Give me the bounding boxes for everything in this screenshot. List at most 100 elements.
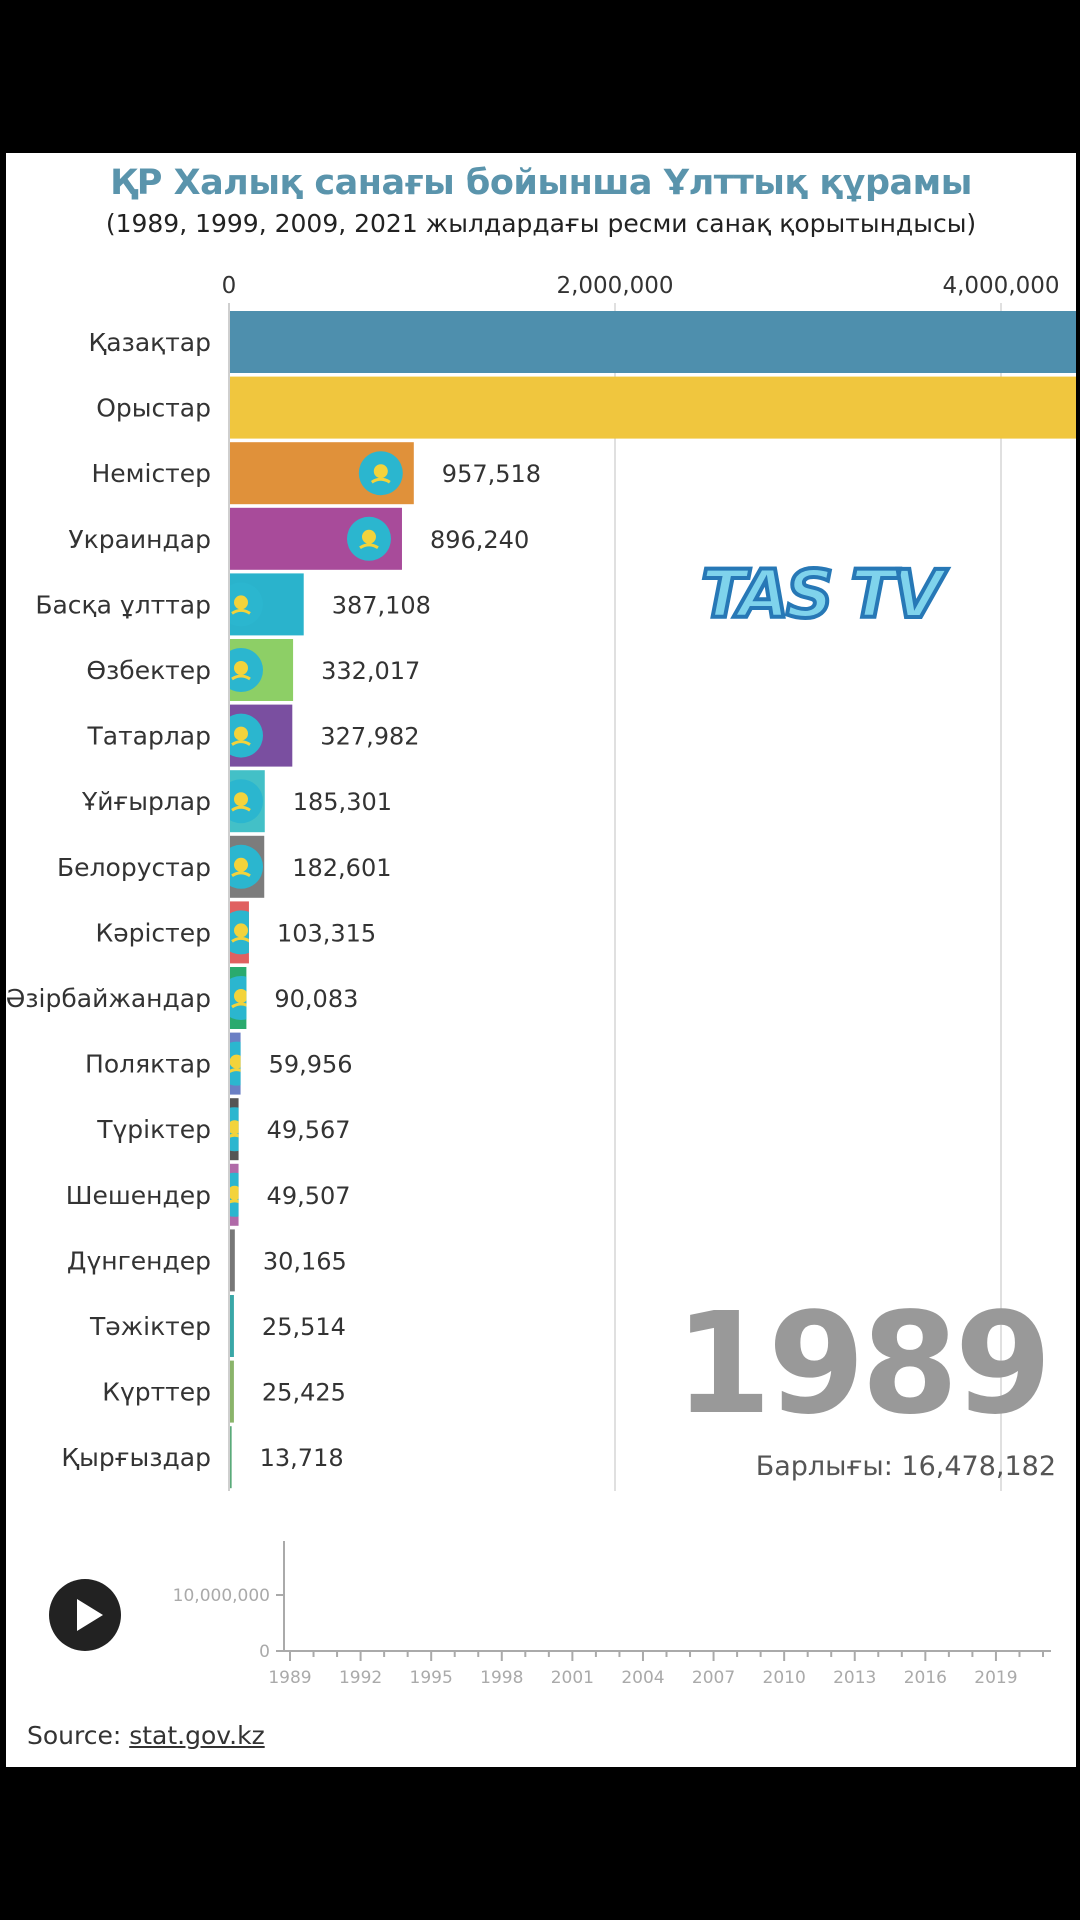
category-label: Поляктар (85, 1050, 211, 1079)
flag-sun (229, 1185, 239, 1200)
timeline-x-label: 1995 (410, 1668, 453, 1688)
value-label: 59,956 (269, 1051, 353, 1079)
flag-sun (234, 661, 248, 675)
flag-eagle (359, 543, 379, 550)
flag-eagle (231, 674, 251, 681)
timeline-x-label: 2004 (621, 1668, 664, 1688)
timeline-x-label: 1998 (480, 1668, 523, 1688)
value-label: 13,718 (260, 1444, 344, 1472)
flag-sun (361, 529, 376, 544)
timeline-x-label: 1989 (268, 1668, 311, 1688)
flag-sun (229, 1054, 241, 1069)
flag-eagle (231, 805, 251, 812)
category-label: Күрттер (102, 1378, 211, 1407)
value-label: 327,982 (320, 723, 419, 751)
category-label: Түріктер (96, 1115, 211, 1144)
flag-icon (229, 779, 263, 824)
flag-eagle (370, 477, 391, 484)
value-label: 185,301 (293, 788, 392, 816)
flag-icon (229, 844, 263, 889)
source-label: Source: (27, 1721, 130, 1750)
flag-icon (229, 976, 247, 1020)
category-label: Украиндар (68, 525, 211, 554)
flag-eagle (231, 740, 251, 746)
value-label: 30,165 (263, 1247, 347, 1275)
source-link[interactable]: stat.gov.kz (129, 1721, 265, 1750)
flag-icon (229, 713, 263, 758)
value-label: 90,083 (274, 985, 358, 1013)
flag-icon (358, 451, 403, 496)
value-label: 103,315 (277, 919, 376, 947)
play-button[interactable] (49, 1579, 121, 1651)
value-label: 182,601 (292, 854, 391, 882)
category-label: Тәжіктер (89, 1312, 211, 1341)
x-tick-label: 2,000,000 (556, 273, 673, 299)
flag-icon (346, 516, 391, 561)
value-label: 957,518 (442, 460, 541, 488)
chart-title: ҚР Халық санағы бойынша Ұлттық құрамы (110, 163, 972, 203)
flag-sun (234, 726, 248, 741)
category-label: Әзірбайжандар (6, 984, 211, 1013)
timeline-x-label: 2013 (833, 1668, 876, 1688)
value-label: 25,425 (262, 1379, 346, 1407)
value-label: 387,108 (332, 591, 431, 619)
timeline-y-label: 0 (259, 1642, 270, 1662)
category-label: Немістер (91, 459, 211, 488)
timeline-x-label: 2007 (692, 1668, 735, 1688)
flag-eagle (231, 871, 251, 878)
flag-icon (229, 648, 263, 692)
timeline-x-label: 2010 (763, 1668, 806, 1688)
flag-sun (373, 464, 388, 479)
x-tick-label: 4,000,000 (942, 273, 1059, 299)
timeline-x-label: 2001 (551, 1668, 594, 1688)
flag-sun (234, 857, 248, 872)
value-label: 49,567 (267, 1116, 351, 1144)
timeline-y-label: 10,000,000 (173, 1586, 270, 1606)
total-population: Барлығы: 16,478,182 (755, 1451, 1056, 1482)
bar (229, 1229, 235, 1292)
category-label: Ұйғырлар (81, 787, 211, 816)
flag-eagle (231, 608, 251, 615)
bar (229, 311, 1076, 373)
flag-eagle (231, 1002, 247, 1009)
bar (229, 376, 1076, 439)
flag-eagle (229, 1199, 239, 1204)
timeline-x-label: 2019 (974, 1668, 1017, 1688)
x-tick-label: 0 (222, 273, 237, 299)
bar-chart: 02,000,0004,000,0006,000,000Қазақтар6,53… (6, 273, 1076, 1688)
category-label: Шешендер (66, 1181, 211, 1210)
flag-icon (229, 1041, 241, 1086)
bar (229, 1295, 234, 1357)
category-label: Басқа ұлттар (35, 590, 211, 619)
category-label: Татарлар (86, 722, 211, 751)
value-label: 896,240 (430, 526, 529, 554)
value-label: 49,507 (267, 1182, 351, 1210)
category-label: Қырғыздар (61, 1443, 211, 1472)
category-label: Орыстар (96, 394, 211, 423)
category-label: Дүнгендер (67, 1246, 211, 1275)
category-label: Қазақтар (88, 328, 211, 357)
flag-sun (234, 595, 248, 610)
chart-subtitle: (1989, 1999, 2009, 2021 жылдардағы ресми… (105, 209, 977, 238)
flag-sun (234, 923, 248, 938)
current-year: 1989 (674, 1283, 1052, 1446)
bar (229, 1360, 234, 1423)
flag-eagle (229, 1133, 239, 1139)
timeline-x-label: 1992 (339, 1668, 382, 1688)
category-label: Белорустар (57, 853, 211, 882)
flag-sun (234, 792, 248, 807)
watermark-logo: TAS TV (699, 554, 946, 635)
source-note: Source: stat.gov.kz (27, 1721, 265, 1750)
chart-panel: ҚР Халық санағы бойынша Ұлттық құрамы (1… (6, 153, 1076, 1767)
category-label: Кәрістер (95, 918, 211, 947)
timeline-x-label: 2016 (904, 1668, 947, 1688)
category-label: Өзбектер (86, 656, 211, 685)
flag-icon (229, 1107, 239, 1152)
value-label: 332,017 (321, 657, 420, 685)
bar (229, 1426, 232, 1489)
flag-icon (229, 1172, 239, 1217)
flag-eagle (231, 936, 249, 943)
flag-icon (229, 582, 263, 627)
value-label: 25,514 (262, 1313, 346, 1341)
flag-sun (229, 1120, 239, 1135)
